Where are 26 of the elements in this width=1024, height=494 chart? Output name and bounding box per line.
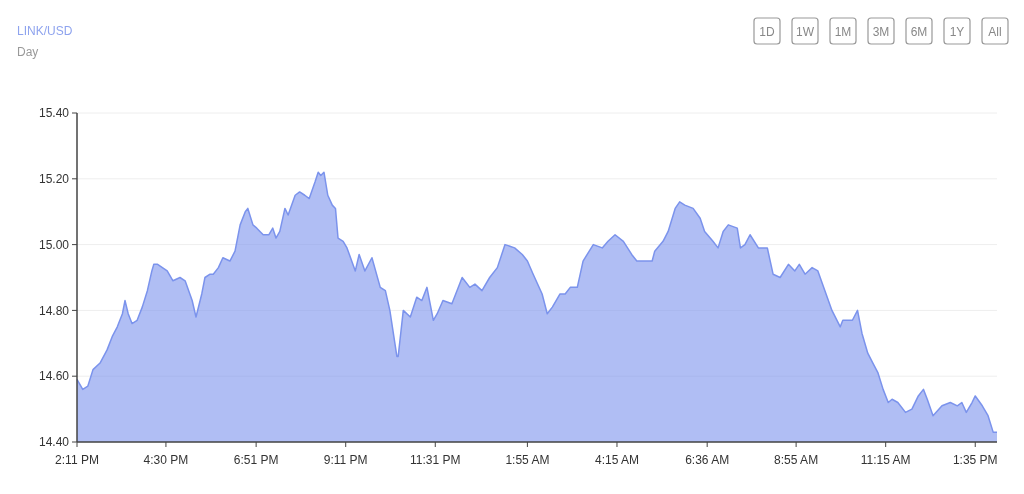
y-tick-label: 15.40 (38, 106, 70, 121)
range-button: All (981, 17, 1009, 45)
x-tick-label: 6:36 AM (685, 453, 730, 467)
y-tick-label: 14.80 (38, 303, 70, 318)
range-button: 1Y (943, 17, 971, 45)
y-tick-label: 15.00 (38, 237, 70, 252)
range-button: 3M (867, 17, 895, 45)
x-tick-label: 4:30 PM (143, 453, 189, 467)
x-tick-label: 11:15 AM (860, 453, 911, 467)
x-tick-label: 6:51 PM (233, 453, 279, 467)
range-button: 1M (829, 17, 857, 45)
x-tick-label: 2:11 PM (55, 453, 99, 467)
range-button: 6M (905, 17, 933, 45)
y-tick-label: 14.40 (38, 435, 70, 450)
x-tick-label: 1:55 AM (505, 453, 550, 467)
x-tick-label: 1:35 PM (952, 453, 998, 467)
x-tick-label: 8:55 AM (774, 453, 819, 467)
range-button: 1W (791, 17, 819, 45)
chart-subtitle: Day (17, 45, 39, 59)
chart-title: LINK/USD (17, 24, 73, 38)
x-tick-label: 4:15 AM (594, 453, 639, 467)
x-tick-label: 11:31 PM (410, 453, 461, 467)
range-button: 1D (753, 17, 781, 45)
y-tick-label: 15.20 (38, 172, 70, 186)
x-tick-label: 9:11 PM (323, 453, 368, 467)
y-tick-label: 14.60 (38, 369, 70, 384)
